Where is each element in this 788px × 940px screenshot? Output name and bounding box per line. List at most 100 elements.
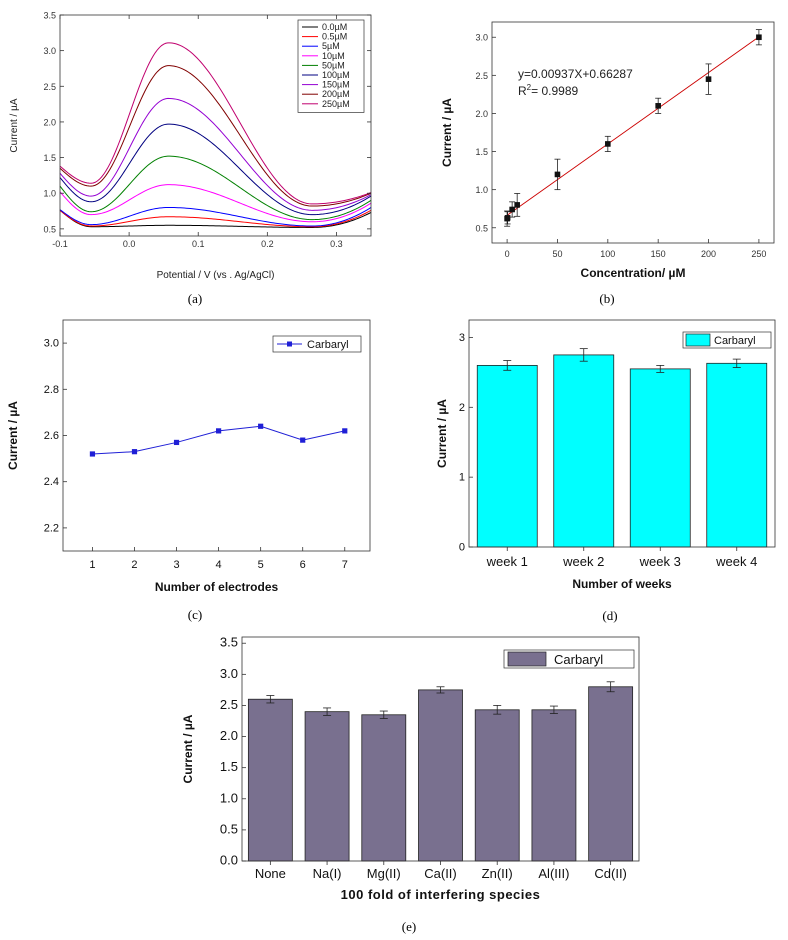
- data-point-6: [655, 103, 661, 109]
- data-point-5: [300, 437, 306, 443]
- x-tick-label: Al(III): [538, 866, 569, 881]
- panel-b-y-axis-label: Current / µA: [440, 98, 454, 167]
- cv-curve-8: [59, 42, 372, 205]
- cv-curve-1: [59, 209, 372, 228]
- panel-a-caption: (a): [188, 291, 202, 306]
- y-tick-label: 3: [459, 332, 465, 344]
- r2-prefix: R: [518, 84, 527, 98]
- y-tick-label: 1: [459, 472, 465, 484]
- cv-curve-6: [59, 97, 372, 211]
- legend-label-5: 100µM: [322, 70, 350, 80]
- x-tick-label: 0.0: [123, 239, 136, 249]
- panel-e-legend: Carbaryl: [503, 649, 635, 669]
- legend-box: [297, 19, 365, 113]
- x-tick-label: 1: [89, 559, 95, 571]
- legend-box: [272, 335, 362, 353]
- data-point-1: [504, 215, 511, 221]
- bar-0: [247, 698, 293, 862]
- legend-label-8: 250µM: [322, 99, 350, 109]
- panel-d-y-axis-label: Current / µA: [435, 399, 449, 468]
- legend-swatch: [685, 333, 711, 347]
- panel-b-caption: (b): [599, 291, 614, 306]
- legend-label-2: 5µM: [322, 41, 340, 51]
- x-tick-label: -0.1: [52, 239, 68, 249]
- y-tick-label: 3.0: [44, 338, 59, 350]
- y-tick-label: 2.5: [220, 697, 238, 712]
- panel-d-legend: Carbaryl: [682, 331, 772, 349]
- panel-d-x-axis-label: Number of weeks: [572, 577, 672, 591]
- panel-a-voltammograms: 0.5 1.0 1.5 2.0 2.5 3.0 3.5 -0.1 0.0 0.1 0.2 0.3 0.…: [9, 11, 372, 306]
- data-point-0: [89, 451, 96, 457]
- legend-label-7: 200µM: [322, 89, 350, 99]
- legend-label-0: 0.0µM: [322, 22, 347, 32]
- x-tick-label: Zn(II): [482, 866, 513, 881]
- cv-curve-5: [59, 123, 372, 216]
- data-point-5: [605, 141, 611, 147]
- panel-e-interference: 0.0 0.5 1.0 1.5 2.0 2.5 3.0 3.5 None Na(I) Mg(II) C…: [181, 635, 640, 934]
- x-tick-label: 2: [131, 559, 137, 571]
- legend-swatch: [507, 651, 547, 667]
- panel-a-plot-frame: [59, 14, 372, 237]
- legend-label: Carbaryl: [307, 339, 349, 351]
- y-tick-label: 2.5: [475, 71, 488, 81]
- data-point-7: [705, 76, 712, 82]
- panel-b-r-squared: R2= 0.9989: [518, 83, 578, 98]
- x-tick-label: 6: [300, 559, 306, 571]
- panel-c-legend: Carbaryl: [272, 335, 362, 353]
- r2-superscript: 2: [527, 83, 532, 92]
- legend-marker: [287, 341, 292, 347]
- bar-0: [476, 364, 538, 548]
- cv-curve-4: [59, 155, 372, 221]
- x-tick-label: None: [255, 866, 286, 881]
- x-tick-label: week 2: [562, 554, 604, 569]
- panel-d-caption: (d): [602, 608, 617, 623]
- cv-curve-7: [59, 65, 372, 207]
- panel-c-x-axis-label: Number of electrodes: [155, 580, 279, 594]
- panel-d-plot-frame: [468, 319, 776, 548]
- y-tick-label: 2.0: [220, 728, 238, 743]
- y-tick-label: 3.0: [475, 33, 488, 43]
- panel-b-plot-frame: [491, 21, 775, 244]
- y-tick-label: 3.0: [43, 46, 56, 56]
- panel-c-reproducibility: 2.2 2.4 2.6 2.8 3.0 1 2 3 4 5 6 7 Carbaryl Number o…: [6, 319, 371, 622]
- bar-3: [706, 362, 768, 548]
- y-tick-label: 2.2: [44, 522, 59, 534]
- x-tick-label: 4: [216, 559, 222, 571]
- data-point-1: [131, 449, 138, 455]
- panel-b-calibration: 0.5 1.0 1.5 2.0 2.5 3.0 0 50 100 150 200 250 y=0.00…: [440, 21, 775, 306]
- bar-2: [629, 368, 691, 548]
- panel-a-legend: 0.0µM0.5µM5µM10µM50µM100µM150µM200µM250µ…: [297, 19, 365, 113]
- panel-d-stability: 0 1 2 3 week 1 week 2 week 3 week 4 Carbaryl Nu…: [435, 319, 776, 623]
- x-tick-label: 7: [342, 559, 348, 571]
- panel-c-caption: (c): [188, 607, 202, 622]
- y-tick-label: 1.5: [475, 147, 488, 157]
- legend-label: Carbaryl: [714, 335, 756, 347]
- y-tick-label: 0: [459, 542, 465, 554]
- y-tick-label: 2.0: [475, 109, 488, 119]
- y-tick-label: 2.0: [43, 117, 56, 127]
- y-tick-label: 2.5: [43, 82, 56, 92]
- cv-curve-3: [59, 184, 372, 223]
- x-tick-label: 0.2: [261, 239, 274, 249]
- y-tick-label: 0.5: [220, 821, 238, 836]
- y-tick-label: 0.0: [220, 853, 238, 868]
- data-point-4: [554, 171, 561, 178]
- y-tick-label: 1.0: [475, 185, 488, 195]
- y-tick-label: 2: [459, 402, 465, 414]
- y-tick-label: 1.0: [220, 790, 238, 805]
- cv-curve-2: [59, 206, 372, 227]
- x-tick-label: Cd(II): [594, 866, 627, 881]
- legend-label: Carbaryl: [554, 652, 603, 667]
- x-tick-label: Mg(II): [367, 866, 401, 881]
- data-point-4: [258, 423, 264, 429]
- bar-2: [361, 714, 407, 862]
- r2-value: = 0.9989: [531, 84, 578, 98]
- legend-label-1: 0.5µM: [322, 32, 347, 42]
- y-tick-label: 0.5: [475, 223, 488, 233]
- x-tick-label: week 3: [639, 554, 681, 569]
- bar-3: [418, 689, 463, 862]
- x-tick-label: week 4: [715, 554, 757, 569]
- panel-a-x-axis-label: Potential / V (vs . Ag/AgCl): [157, 270, 275, 281]
- bar-6: [588, 686, 634, 862]
